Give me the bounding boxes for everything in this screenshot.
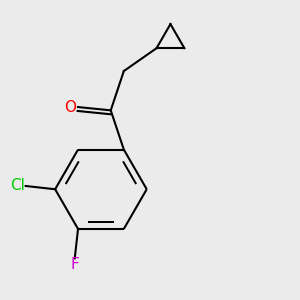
- Text: F: F: [70, 257, 79, 272]
- Text: Cl: Cl: [10, 178, 25, 194]
- Text: O: O: [64, 100, 76, 115]
